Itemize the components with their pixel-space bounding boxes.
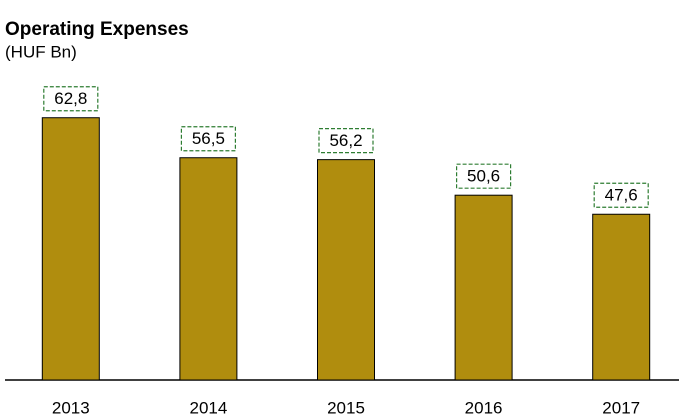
x-tick-label: 2017 xyxy=(602,398,640,417)
x-tick-label: 2014 xyxy=(189,398,227,417)
value-label: 62,8 xyxy=(54,89,87,108)
x-tick-label: 2016 xyxy=(465,398,503,417)
bar xyxy=(317,159,375,381)
value-label-box xyxy=(43,86,99,112)
x-tick-label: 2013 xyxy=(52,398,90,417)
value-label: 56,5 xyxy=(192,129,225,148)
value-label: 50,6 xyxy=(467,167,500,186)
chart-title: Operating Expenses xyxy=(5,19,189,40)
value-label: 47,6 xyxy=(605,186,638,205)
value-label-box xyxy=(456,163,512,189)
x-tick-label: 2015 xyxy=(327,398,365,417)
bar xyxy=(41,117,100,381)
value-label-box xyxy=(180,126,236,152)
bar xyxy=(179,157,238,381)
value-label: 56,2 xyxy=(329,131,362,150)
value-label-box xyxy=(318,128,374,154)
value-label-box xyxy=(593,182,649,208)
bar xyxy=(454,194,513,381)
chart-subtitle: (HUF Bn) xyxy=(5,42,77,61)
bar xyxy=(592,213,651,381)
